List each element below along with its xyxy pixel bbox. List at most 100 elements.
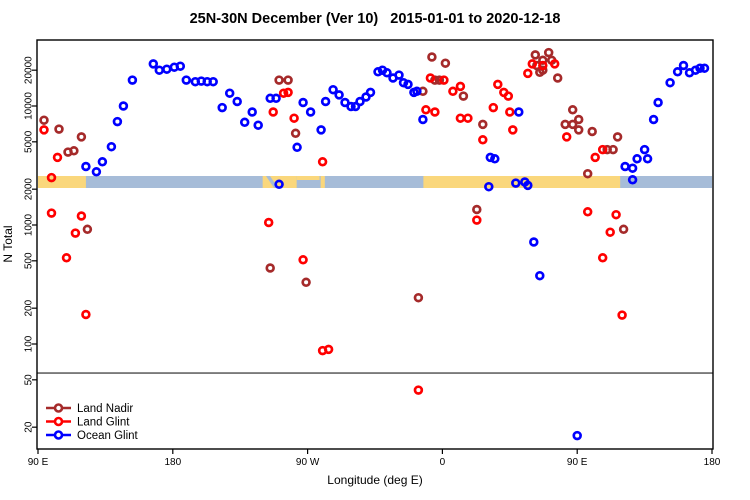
- marker-land-glint: [549, 59, 560, 69]
- marker-ocean-glint: [97, 157, 108, 167]
- marker-ocean-glint: [292, 142, 302, 153]
- band-land-segment: [38, 176, 86, 188]
- marker-ocean-glint: [118, 101, 129, 111]
- marker-land-glint: [46, 172, 57, 183]
- plot-border: [36, 39, 714, 450]
- marker-land-nadir: [283, 75, 293, 85]
- x-tick-label: 180: [164, 457, 181, 468]
- marker-land-glint: [505, 107, 515, 117]
- marker-land-glint: [413, 385, 424, 395]
- marker-ocean-glint: [695, 63, 705, 73]
- marker-land-glint: [455, 81, 466, 92]
- y-tick-label: 1000: [24, 213, 35, 236]
- marker-land-nadir: [608, 144, 618, 155]
- marker-ocean-glint: [154, 65, 165, 75]
- marker-ocean-glint: [572, 430, 582, 441]
- marker-land-glint: [317, 157, 328, 167]
- marker-land-glint: [81, 309, 91, 320]
- marker-land-nadir: [618, 224, 629, 235]
- marker-ocean-glint: [412, 86, 422, 97]
- marker-ocean-glint: [271, 93, 281, 104]
- marker-ocean-glint: [490, 154, 500, 164]
- legend-row: Ocean Glint: [46, 430, 139, 442]
- marker-ocean-glint: [91, 167, 102, 177]
- marker-land-nadir: [290, 128, 301, 139]
- marker-layer: [39, 47, 710, 441]
- marker-land-nadir: [612, 132, 623, 142]
- marker-land-nadir: [543, 47, 554, 58]
- marker-ocean-glint: [316, 125, 326, 135]
- marker-land-glint: [283, 87, 293, 98]
- marker-land-glint: [323, 344, 334, 355]
- marker-ocean-glint: [484, 181, 494, 192]
- marker-ocean-glint: [208, 76, 218, 87]
- x-tick-label: 0: [440, 457, 446, 468]
- marker-land-nadir: [434, 75, 445, 85]
- marker-land-glint: [46, 208, 57, 218]
- marker-land-nadir: [538, 55, 548, 66]
- marker-ocean-glint: [398, 77, 409, 88]
- marker-ocean-glint: [346, 101, 356, 112]
- marker-land-nadir: [472, 204, 482, 215]
- marker-land-glint: [52, 152, 63, 163]
- marker-land-glint: [455, 113, 466, 123]
- marker-land-nadir: [265, 263, 275, 273]
- marker-land-glint: [268, 107, 278, 117]
- marker-land-glint: [263, 217, 274, 228]
- marker-ocean-glint: [253, 120, 263, 130]
- y-tick-label: 200: [24, 299, 35, 316]
- marker-ocean-glint: [274, 179, 284, 190]
- marker-land-glint: [298, 255, 308, 265]
- marker-ocean-glint: [127, 75, 138, 85]
- marker-land-nadir: [301, 277, 311, 288]
- marker-ocean-glint: [373, 67, 383, 77]
- marker-ocean-glint: [162, 64, 172, 74]
- legend-symbol-circle: [53, 416, 64, 427]
- marker-ocean-glint: [247, 107, 257, 117]
- marker-ocean-glint: [365, 87, 376, 98]
- chart-title: 25N-30N December (Ver 10) 2015-01-01 to …: [190, 11, 561, 27]
- marker-ocean-glint: [175, 61, 186, 71]
- marker-ocean-glint: [627, 175, 638, 185]
- marker-ocean-glint: [382, 68, 392, 78]
- marker-ocean-glint: [224, 88, 235, 98]
- band-coast-sliver: [296, 176, 320, 180]
- marker-land-nadir: [76, 132, 87, 142]
- marker-ocean-glint: [239, 117, 250, 128]
- marker-ocean-glint: [523, 180, 533, 191]
- marker-land-nadir: [69, 146, 79, 156]
- marker-ocean-glint: [678, 60, 689, 71]
- marker-land-nadir: [478, 119, 488, 130]
- legend-label: Land Nadir: [77, 403, 133, 415]
- marker-ocean-glint: [653, 97, 663, 108]
- marker-land-glint: [70, 228, 81, 238]
- y-tick-label: 20: [24, 421, 35, 433]
- legend-symbol-circle: [53, 403, 64, 413]
- x-axis-label: Longitude (deg E): [327, 473, 422, 487]
- marker-ocean-glint: [112, 116, 123, 127]
- marker-ocean-glint: [217, 102, 227, 113]
- marker-ocean-glint: [639, 144, 650, 155]
- marker-land-glint: [463, 113, 473, 123]
- marker-land-nadir: [552, 73, 563, 83]
- marker-land-glint: [561, 132, 572, 142]
- x-tick-label: 180: [704, 457, 721, 468]
- legend-symbol-circle: [53, 430, 64, 440]
- y-axis-label: N Total: [1, 225, 15, 262]
- marker-land-glint: [425, 73, 436, 83]
- marker-land-glint: [590, 152, 600, 163]
- y-tick-label: 2000: [24, 178, 35, 201]
- marker-land-nadir: [573, 114, 584, 125]
- marker-land-glint: [278, 88, 289, 98]
- legend-label: Land Glint: [77, 417, 130, 429]
- marker-ocean-glint: [665, 77, 675, 88]
- marker-ocean-glint: [511, 178, 521, 188]
- marker-land-glint: [478, 135, 488, 145]
- legend-label: Ocean Glint: [77, 430, 139, 442]
- marker-ocean-glint: [181, 75, 192, 85]
- marker-ocean-glint: [394, 70, 404, 80]
- marker-ocean-glint: [535, 270, 545, 281]
